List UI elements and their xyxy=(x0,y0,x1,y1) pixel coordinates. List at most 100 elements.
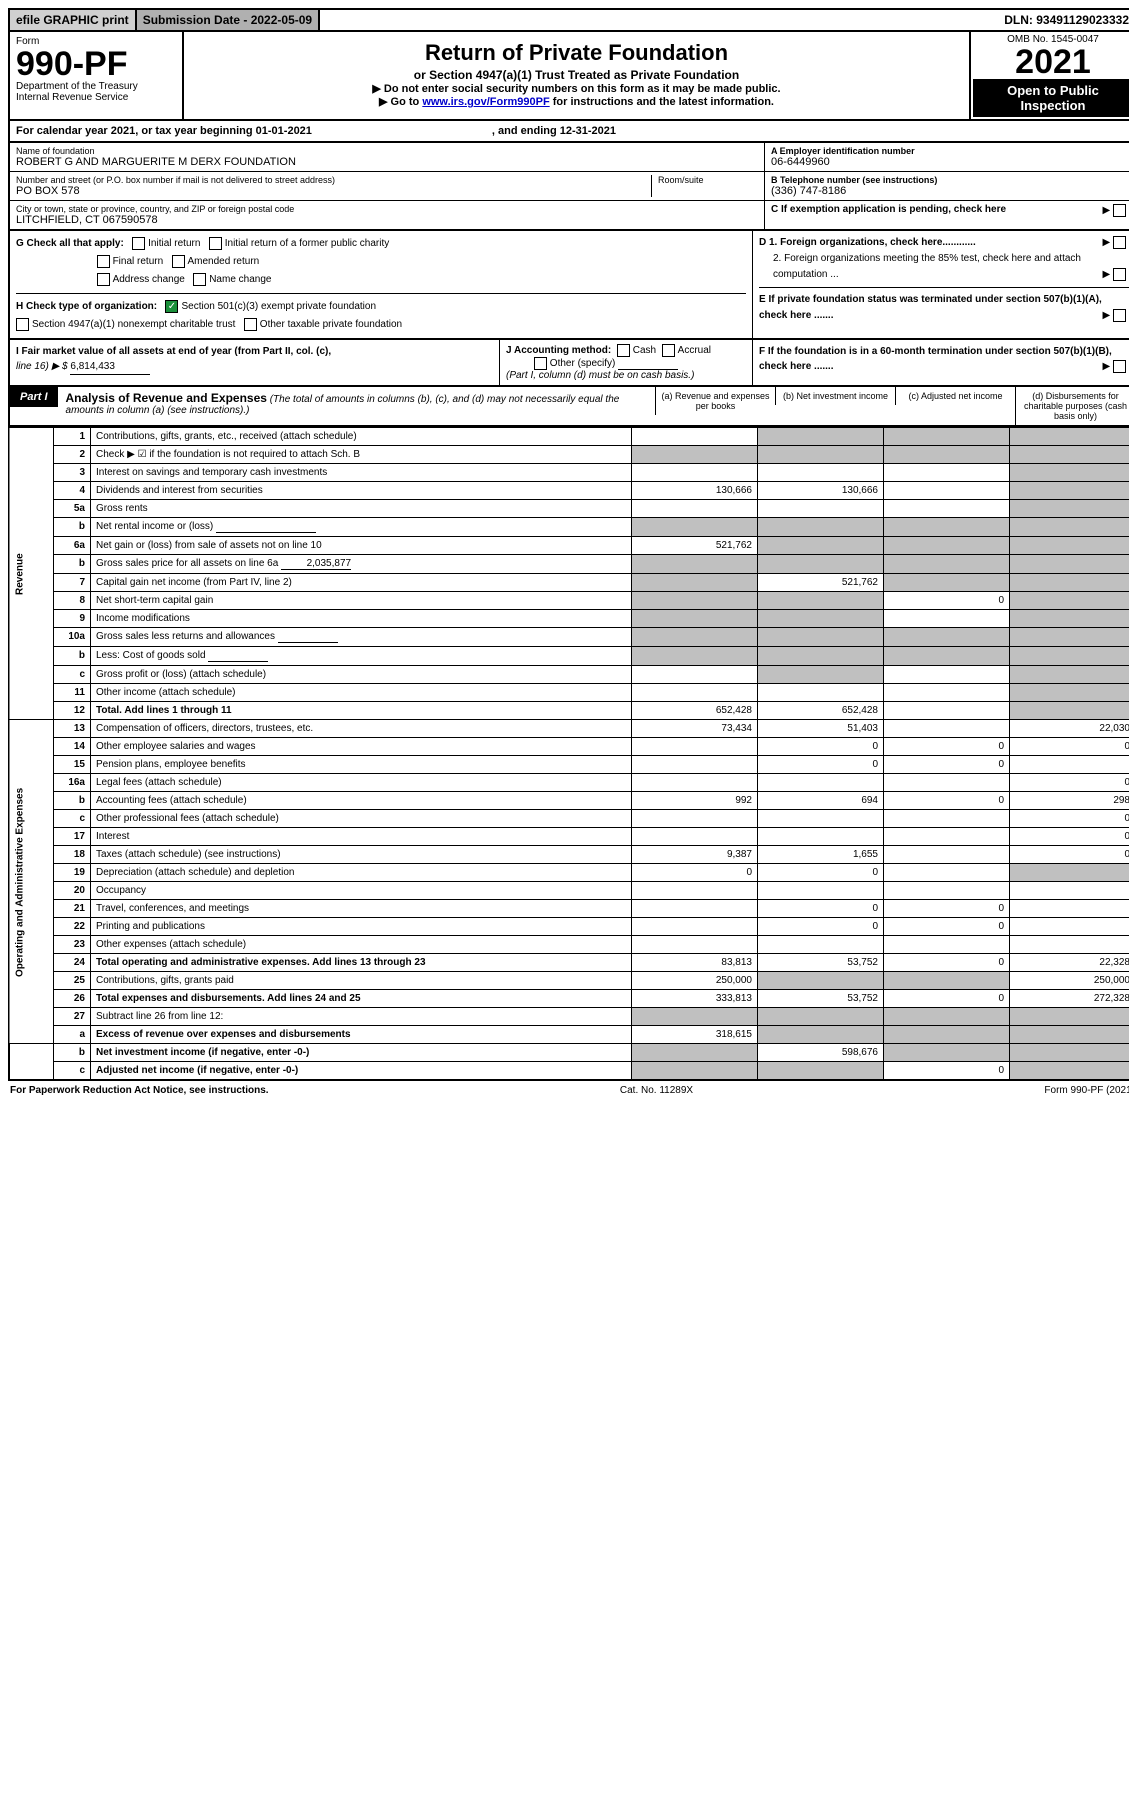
cell-value: 0 xyxy=(632,864,758,882)
row-num: 23 xyxy=(54,936,91,954)
form-title: Return of Private Foundation xyxy=(190,40,963,66)
d2-checkbox[interactable] xyxy=(1113,268,1126,281)
row-desc: Printing and publications xyxy=(91,918,632,936)
ein-value: 06-6449960 xyxy=(771,156,1129,168)
row-num: 26 xyxy=(54,990,91,1008)
c-checkbox[interactable] xyxy=(1113,204,1126,217)
row-desc: Excess of revenue over expenses and disb… xyxy=(91,1026,632,1044)
cell-value: 0 xyxy=(884,954,1010,972)
row-num: 22 xyxy=(54,918,91,936)
cash-checkbox[interactable] xyxy=(617,344,630,357)
d2-label: 2. Foreign organizations meeting the 85%… xyxy=(773,253,1081,280)
initial-former-checkbox[interactable] xyxy=(209,237,222,250)
part1-table: Revenue 1Contributions, gifts, grants, e… xyxy=(8,427,1129,1081)
row-desc: Income modifications xyxy=(91,610,632,628)
address-change-label: Address change xyxy=(113,274,185,285)
col-d-header: (d) Disbursements for charitable purpose… xyxy=(1015,387,1129,425)
cell-value: 9,387 xyxy=(632,846,758,864)
inline-value: 2,035,877 xyxy=(281,558,351,570)
row-desc: Total. Add lines 1 through 11 xyxy=(91,702,632,720)
cell-value: 0 xyxy=(884,1062,1010,1081)
other-taxable-label: Other taxable private foundation xyxy=(260,319,402,330)
fmv-value: 6,814,433 xyxy=(70,359,150,375)
cell-value: 0 xyxy=(1010,828,1129,846)
row-num: 13 xyxy=(54,720,91,738)
cell-value: 318,615 xyxy=(632,1026,758,1044)
row-num: c xyxy=(54,666,91,684)
d1-label: D 1. Foreign organizations, check here..… xyxy=(759,237,976,248)
open-public-badge: Open to Public Inspection xyxy=(973,79,1129,117)
cell-value: 0 xyxy=(1010,810,1129,828)
accrual-checkbox[interactable] xyxy=(662,344,675,357)
row-desc: Subtract line 26 from line 12: xyxy=(91,1008,632,1026)
row-num: 7 xyxy=(54,574,91,592)
ssn-note: ▶ Do not enter social security numbers o… xyxy=(190,82,963,95)
c-exemption-label: C If exemption application is pending, c… xyxy=(771,204,1006,215)
row-desc: Less: Cost of goods sold xyxy=(96,650,206,661)
row-num: 21 xyxy=(54,900,91,918)
amended-return-label: Amended return xyxy=(188,256,260,267)
cell-value: 0 xyxy=(758,918,884,936)
row-desc: Interest xyxy=(91,828,632,846)
final-return-checkbox[interactable] xyxy=(97,255,110,268)
j-label: J Accounting method: xyxy=(506,345,611,356)
other-method-checkbox[interactable] xyxy=(534,357,547,370)
g-label: G Check all that apply: xyxy=(16,238,124,249)
cell-value: 521,762 xyxy=(632,537,758,555)
row-num: b xyxy=(54,647,91,666)
4947a1-checkbox[interactable] xyxy=(16,318,29,331)
efile-print-button[interactable]: efile GRAPHIC print xyxy=(10,10,137,30)
row-desc: Other expenses (attach schedule) xyxy=(91,936,632,954)
row-desc: Net short-term capital gain xyxy=(91,592,632,610)
amended-return-checkbox[interactable] xyxy=(172,255,185,268)
initial-former-label: Initial return of a former public charit… xyxy=(225,238,390,249)
row-desc: Other professional fees (attach schedule… xyxy=(91,810,632,828)
e-label: E If private foundation status was termi… xyxy=(759,294,1102,321)
i-line16: line 16) ▶ $ xyxy=(16,361,68,372)
cell-value: 521,762 xyxy=(758,574,884,592)
row-num: 25 xyxy=(54,972,91,990)
row-num: 9 xyxy=(54,610,91,628)
cell-value: 0 xyxy=(1010,846,1129,864)
row-num: 15 xyxy=(54,756,91,774)
cell-value: 652,428 xyxy=(632,702,758,720)
d1-checkbox[interactable] xyxy=(1113,236,1126,249)
row-desc: Gross rents xyxy=(91,500,632,518)
cat-no: Cat. No. 11289X xyxy=(620,1085,693,1096)
row-desc: Compensation of officers, directors, tru… xyxy=(91,720,632,738)
row-num: 14 xyxy=(54,738,91,756)
row-desc: Accounting fees (attach schedule) xyxy=(91,792,632,810)
row-desc: Legal fees (attach schedule) xyxy=(91,774,632,792)
row-num: 17 xyxy=(54,828,91,846)
i-fmv-label: I Fair market value of all assets at end… xyxy=(16,346,331,357)
501c3-checkbox[interactable]: ✓ xyxy=(165,300,178,313)
f-label: F If the foundation is in a 60-month ter… xyxy=(759,346,1112,372)
row-num: 5a xyxy=(54,500,91,518)
row-num: 4 xyxy=(54,482,91,500)
part1-label: Part I xyxy=(10,387,58,407)
row-num: 11 xyxy=(54,684,91,702)
form-number: 990-PF xyxy=(16,47,176,81)
e-checkbox[interactable] xyxy=(1113,309,1126,322)
col-c-header: (c) Adjusted net income xyxy=(895,387,1015,405)
address-change-checkbox[interactable] xyxy=(97,273,110,286)
cell-value: 0 xyxy=(884,756,1010,774)
name-change-checkbox[interactable] xyxy=(193,273,206,286)
initial-return-checkbox[interactable] xyxy=(132,237,145,250)
form990pf-link[interactable]: www.irs.gov/Form990PF xyxy=(422,96,549,108)
row-num: 3 xyxy=(54,464,91,482)
cell-value: 0 xyxy=(884,738,1010,756)
city-label: City or town, state or province, country… xyxy=(16,204,758,214)
cell-value: 0 xyxy=(884,918,1010,936)
row-desc: Occupancy xyxy=(91,882,632,900)
other-taxable-checkbox[interactable] xyxy=(244,318,257,331)
row-desc: Adjusted net income (if negative, enter … xyxy=(91,1062,632,1081)
row-desc: Pension plans, employee benefits xyxy=(91,756,632,774)
cell-value: 598,676 xyxy=(758,1044,884,1062)
row-num: 27 xyxy=(54,1008,91,1026)
row-desc: Contributions, gifts, grants, etc., rece… xyxy=(91,428,632,446)
ein-label: A Employer identification number xyxy=(771,146,1129,156)
row-desc: Taxes (attach schedule) (see instruction… xyxy=(91,846,632,864)
f-checkbox[interactable] xyxy=(1113,360,1126,373)
row-num: a xyxy=(54,1026,91,1044)
